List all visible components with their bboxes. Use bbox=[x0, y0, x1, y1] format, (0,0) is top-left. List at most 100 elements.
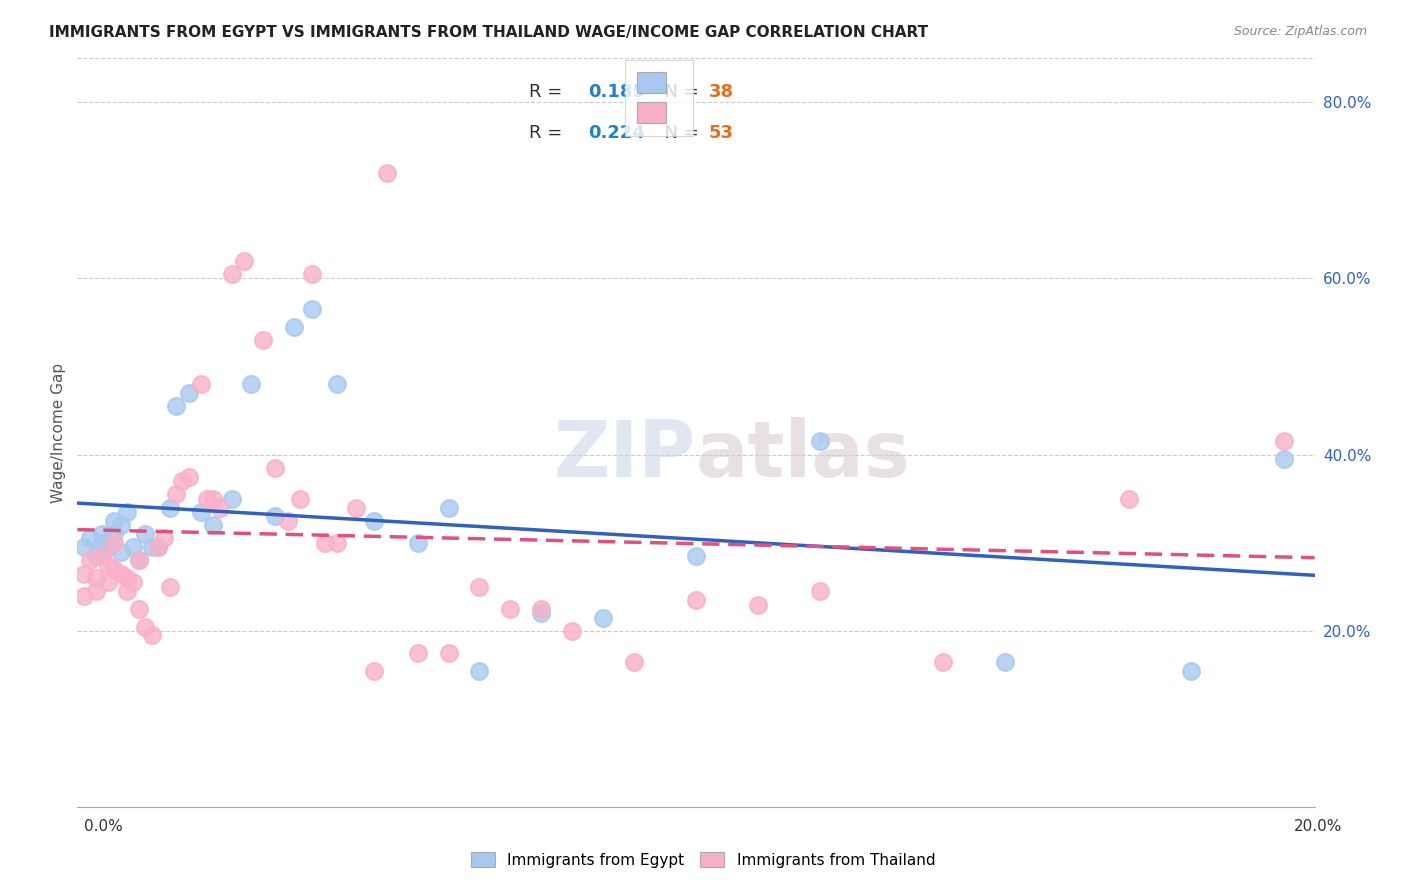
Point bbox=[103, 562, 125, 576]
Point bbox=[146, 540, 169, 554]
Point bbox=[115, 584, 138, 599]
Point bbox=[499, 602, 522, 616]
Point bbox=[685, 593, 707, 607]
Point bbox=[91, 549, 114, 563]
Point bbox=[103, 514, 125, 528]
Point bbox=[84, 584, 107, 599]
Point bbox=[146, 540, 169, 554]
Point bbox=[437, 500, 460, 515]
Point bbox=[177, 469, 200, 483]
Point bbox=[110, 518, 132, 533]
Point bbox=[530, 602, 553, 616]
Point bbox=[134, 527, 156, 541]
Point bbox=[1180, 664, 1202, 678]
Point bbox=[72, 540, 94, 554]
Point bbox=[264, 461, 287, 475]
Point bbox=[283, 319, 305, 334]
Point bbox=[141, 540, 163, 554]
Point bbox=[122, 575, 145, 590]
Point bbox=[561, 624, 583, 638]
Point bbox=[141, 628, 163, 642]
Legend: Immigrants from Egypt, Immigrants from Thailand: Immigrants from Egypt, Immigrants from T… bbox=[465, 846, 941, 873]
Point bbox=[91, 527, 114, 541]
Point bbox=[592, 611, 614, 625]
Point bbox=[128, 553, 150, 567]
Point bbox=[195, 491, 218, 506]
Text: N =: N = bbox=[652, 124, 704, 142]
Point bbox=[326, 377, 349, 392]
Point bbox=[190, 377, 212, 392]
Point bbox=[165, 487, 187, 501]
Point bbox=[363, 664, 385, 678]
Point bbox=[128, 553, 150, 567]
Point bbox=[208, 500, 231, 515]
Point bbox=[406, 536, 429, 550]
Point bbox=[103, 527, 125, 541]
Point bbox=[375, 165, 398, 179]
Text: N =: N = bbox=[652, 83, 704, 101]
Point bbox=[72, 566, 94, 581]
Text: 20.0%: 20.0% bbox=[1295, 820, 1343, 834]
Point bbox=[110, 544, 132, 558]
Point bbox=[252, 333, 274, 347]
Point bbox=[221, 491, 243, 506]
Point bbox=[468, 664, 491, 678]
Text: R =: R = bbox=[529, 83, 568, 101]
Point bbox=[153, 532, 176, 546]
Text: 53: 53 bbox=[709, 124, 734, 142]
Point bbox=[97, 558, 120, 572]
Point bbox=[301, 302, 323, 317]
Point bbox=[165, 399, 187, 413]
Point bbox=[1272, 434, 1295, 449]
Point bbox=[808, 584, 831, 599]
Text: 0.224: 0.224 bbox=[588, 124, 645, 142]
Point bbox=[685, 549, 707, 563]
Point bbox=[994, 655, 1017, 669]
Point bbox=[159, 500, 181, 515]
Point bbox=[97, 575, 120, 590]
Point bbox=[1118, 491, 1140, 506]
Text: 0.185: 0.185 bbox=[588, 83, 645, 101]
Point bbox=[747, 598, 769, 612]
Point bbox=[363, 514, 385, 528]
Point bbox=[437, 646, 460, 660]
Point bbox=[202, 491, 225, 506]
Point bbox=[115, 571, 138, 585]
Point bbox=[91, 536, 114, 550]
Point bbox=[134, 619, 156, 633]
Point bbox=[110, 566, 132, 581]
Point bbox=[406, 646, 429, 660]
Point bbox=[288, 491, 311, 506]
Text: R =: R = bbox=[529, 124, 568, 142]
Point bbox=[202, 518, 225, 533]
Point bbox=[84, 571, 107, 585]
Point bbox=[326, 536, 349, 550]
Point bbox=[221, 267, 243, 281]
Point bbox=[97, 540, 120, 554]
Point bbox=[103, 536, 125, 550]
Point bbox=[264, 509, 287, 524]
Point bbox=[808, 434, 831, 449]
Point bbox=[159, 580, 181, 594]
Point bbox=[277, 514, 299, 528]
Point bbox=[177, 386, 200, 401]
Point bbox=[314, 536, 336, 550]
Point bbox=[344, 500, 367, 515]
Y-axis label: Wage/Income Gap: Wage/Income Gap bbox=[51, 362, 66, 503]
Point bbox=[72, 589, 94, 603]
Point bbox=[122, 540, 145, 554]
Point bbox=[233, 253, 256, 268]
Point bbox=[530, 607, 553, 621]
Text: 0.0%: 0.0% bbox=[84, 820, 124, 834]
Point bbox=[623, 655, 645, 669]
Legend: , : , bbox=[624, 60, 693, 136]
Point bbox=[172, 474, 194, 488]
Text: ZIP: ZIP bbox=[554, 417, 696, 493]
Text: IMMIGRANTS FROM EGYPT VS IMMIGRANTS FROM THAILAND WAGE/INCOME GAP CORRELATION CH: IMMIGRANTS FROM EGYPT VS IMMIGRANTS FROM… bbox=[49, 25, 928, 40]
Text: Source: ZipAtlas.com: Source: ZipAtlas.com bbox=[1233, 25, 1367, 38]
Point bbox=[79, 532, 101, 546]
Text: atlas: atlas bbox=[696, 417, 911, 493]
Point bbox=[79, 553, 101, 567]
Point bbox=[239, 377, 262, 392]
Point bbox=[301, 267, 323, 281]
